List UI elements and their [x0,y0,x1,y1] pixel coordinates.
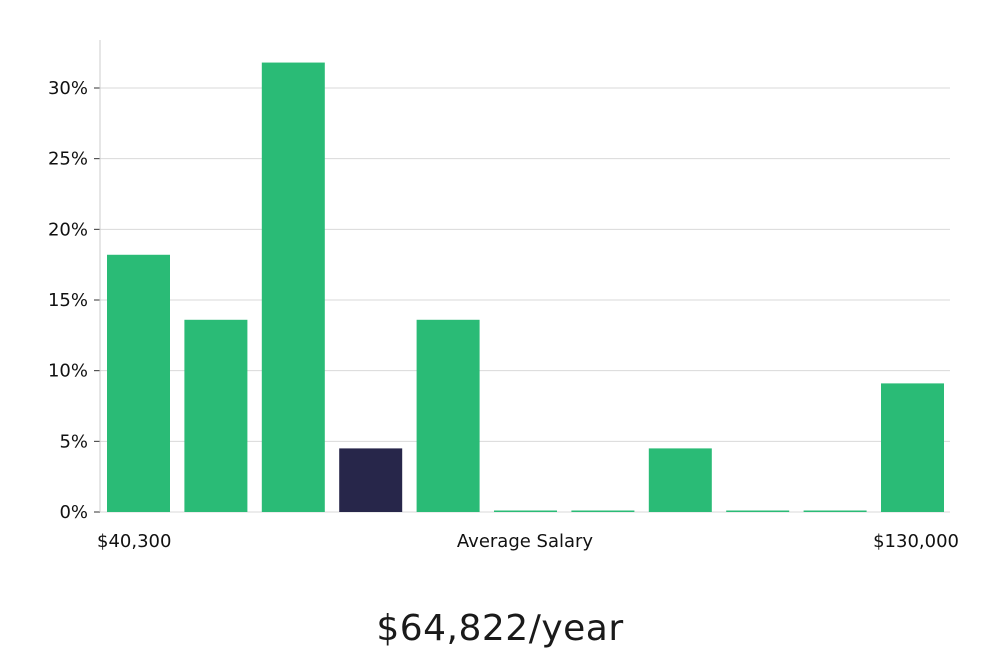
x-axis-label: Average Salary [457,531,594,552]
bar [726,510,790,512]
bar [648,448,712,512]
y-tick-label: 0% [59,502,88,523]
bar [416,319,480,512]
bar [261,62,325,513]
bar [494,510,557,512]
x-min-label: $40,300 [97,531,171,552]
y-tick-label: 15% [48,290,88,311]
bars [107,62,944,513]
bar [184,319,248,512]
y-tick-label: 25% [48,149,88,170]
salary-histogram: 0% 5% 10% 15% 20% 25% 30% $40,300 Average Sala… [48,40,959,552]
y-axis-ticks: 0% 5% 10% 15% 20% 25% 30% [48,78,100,523]
bar [571,510,635,512]
y-tick-label: 5% [59,431,88,452]
y-tick-label: 30% [48,78,88,99]
x-max-label: $130,000 [873,531,959,552]
bar-highlighted [339,448,403,512]
bar [881,383,944,512]
y-tick-label: 20% [48,219,88,240]
y-tick-label: 10% [48,361,88,382]
bar [107,254,170,513]
average-salary-value: $64,822/year [376,608,624,649]
bar [803,510,867,512]
